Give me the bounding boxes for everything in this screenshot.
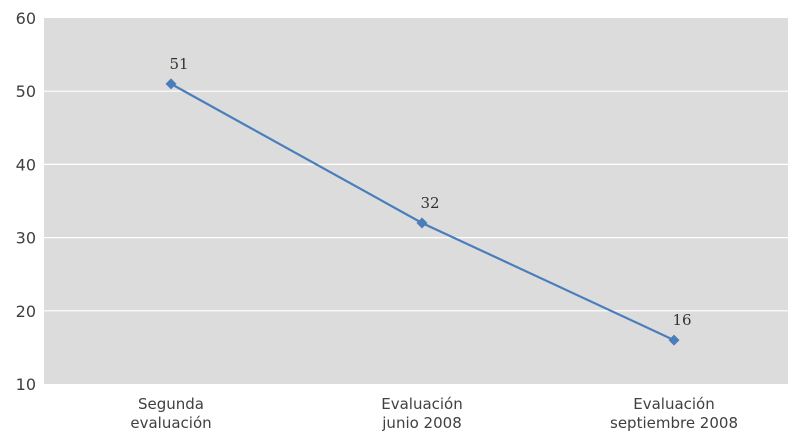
data-labels: 51 32 16: [169, 55, 691, 329]
data-label: 32: [420, 194, 439, 212]
y-tick-label: 40: [16, 155, 36, 174]
x-category-label: Segunda: [138, 395, 204, 413]
data-point-marker: [416, 217, 428, 229]
data-point-marker: [668, 334, 680, 346]
y-axis-ticks: 10 20 30 40 50 60: [16, 9, 36, 394]
x-category-label: Evaluación: [381, 395, 463, 413]
data-point-marker: [165, 78, 177, 90]
plot-area: [44, 18, 788, 384]
gridlines: [44, 90, 788, 312]
y-tick-label: 30: [16, 229, 36, 248]
data-label: 51: [169, 55, 188, 73]
x-category-label: junio 2008: [381, 414, 461, 431]
y-tick-label: 10: [16, 375, 36, 394]
data-label: 16: [672, 311, 691, 329]
x-category-label: evaluación: [130, 414, 211, 431]
x-category-label: Evaluación: [633, 395, 715, 413]
y-tick-label: 50: [16, 82, 36, 101]
x-category-label: septiembre 2008: [610, 414, 738, 431]
data-markers: [165, 78, 680, 346]
y-tick-label: 60: [16, 9, 36, 28]
y-tick-label: 20: [16, 302, 36, 321]
